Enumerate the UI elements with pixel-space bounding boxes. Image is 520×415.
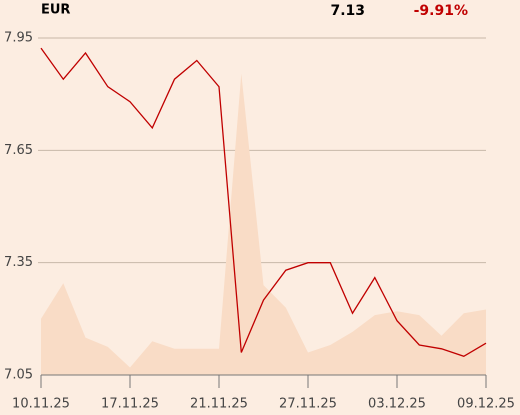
- x-tick-label: 17.11.25: [101, 397, 159, 412]
- x-tick-label: 03.12.25: [368, 397, 426, 412]
- chart-title: EUR: [41, 3, 70, 18]
- last-price: 7.13: [330, 3, 365, 19]
- area: [41, 73, 486, 375]
- x-tick-label: 09.12.25: [457, 397, 515, 412]
- y-tick-label: 7.05: [4, 368, 33, 383]
- x-tick-label: 10.11.25: [12, 397, 70, 412]
- x-tick-label: 21.11.25: [190, 397, 248, 412]
- y-tick-label: 7.35: [4, 255, 33, 270]
- y-tick-label: 7.95: [4, 31, 33, 46]
- y-tick-label: 7.65: [4, 143, 33, 158]
- line: [40, 47, 487, 358]
- change: -9.91%: [414, 3, 468, 19]
- x-tick-label: 27.11.25: [279, 397, 337, 412]
